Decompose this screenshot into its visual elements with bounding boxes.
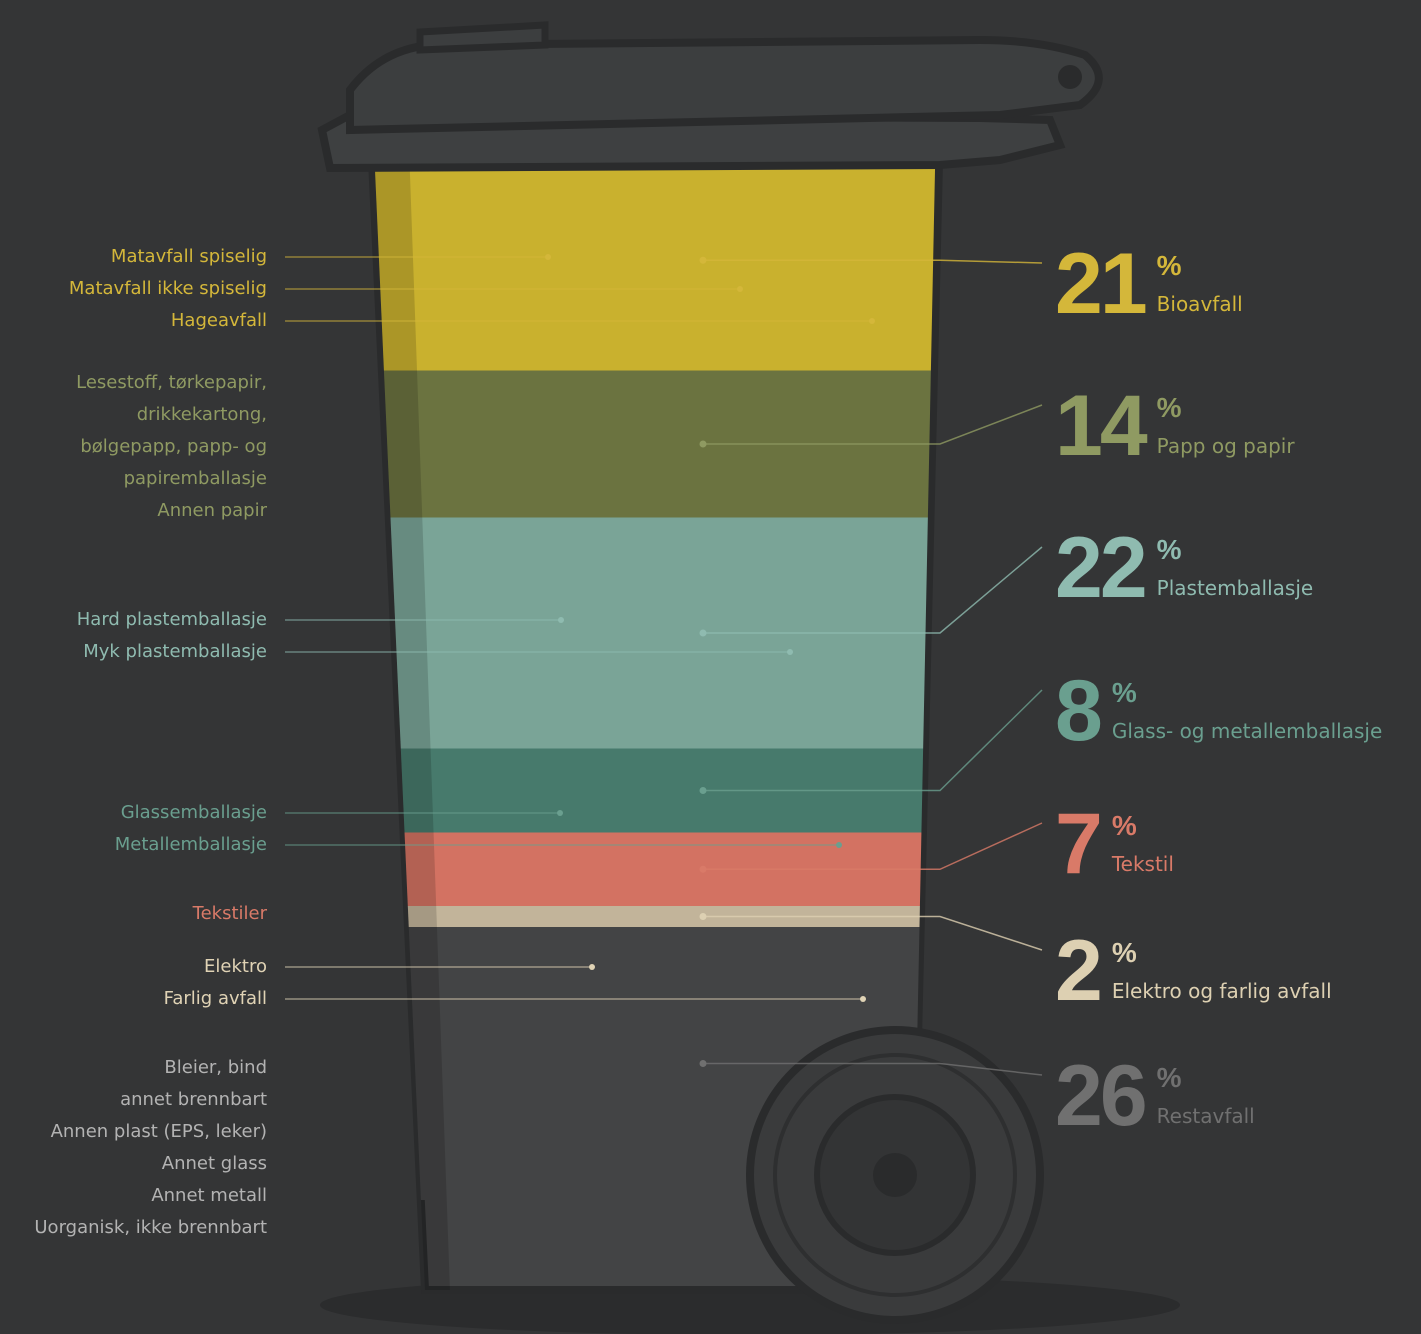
lid-top — [346, 35, 1103, 135]
item-dot — [836, 842, 842, 848]
item-label: Farlig avfall — [164, 988, 267, 1009]
category-label: Elektro og farlig avfall — [1112, 979, 1332, 1003]
callout-dot — [699, 256, 707, 264]
callout-dot — [699, 787, 707, 794]
percent-value: 26 — [1055, 1048, 1145, 1144]
item-label: Annet glass — [162, 1153, 267, 1174]
percent-unit: % — [1112, 937, 1137, 968]
callout-line — [703, 822, 1043, 870]
waste-layer — [404, 832, 922, 906]
percent-value: 2 — [1055, 923, 1100, 1019]
callout-line — [703, 689, 1043, 792]
labels: 21 % Bioavfall Matavfall spiselig Matavfall … — [34, 236, 1382, 1238]
waste-layer — [407, 906, 920, 927]
callout-dot — [699, 913, 707, 920]
shade — [374, 150, 450, 1290]
waste-layer — [383, 370, 931, 518]
callout-line — [703, 259, 1043, 264]
lid-handle — [416, 21, 549, 54]
callout-line — [703, 1062, 1043, 1076]
lid-hole — [1058, 65, 1082, 89]
item-dot — [869, 318, 875, 324]
callout-line — [703, 915, 1043, 951]
item-label: Uorganisk, ikke brennbart — [34, 1217, 267, 1238]
callout-dot — [699, 629, 707, 637]
lid — [317, 21, 1103, 173]
item-label: Matavfall spiselig — [111, 246, 267, 267]
item-label: drikkekartong, — [137, 404, 267, 425]
percent-unit: % — [1157, 534, 1182, 565]
category-label: Restavfall — [1157, 1104, 1255, 1128]
item-label: annet brennbart — [120, 1089, 267, 1110]
waste-layer — [374, 150, 936, 371]
waste-layer — [390, 517, 928, 749]
item-dot — [557, 810, 563, 816]
item-dot — [737, 286, 743, 292]
item-dot — [589, 964, 595, 970]
percent-value: 22 — [1055, 520, 1145, 616]
item-dot — [787, 649, 793, 655]
item-dot — [558, 617, 564, 623]
percent-unit: % — [1157, 1062, 1182, 1093]
percent-unit: % — [1157, 392, 1182, 423]
percent-value: 21 — [1055, 236, 1146, 332]
callout-dot — [699, 1060, 707, 1067]
item-dot — [545, 254, 551, 260]
item-label: Annen papir — [157, 500, 267, 521]
item-label: bølgepapp, papp- og — [80, 436, 267, 457]
wheel-rim — [773, 1053, 1017, 1297]
item-label: Glassemballasje — [121, 802, 267, 823]
item-dot — [860, 996, 866, 1002]
percent-unit: % — [1157, 250, 1182, 281]
category-label: Tekstil — [1111, 852, 1174, 876]
item-label: Metallemballasje — [115, 834, 267, 855]
item-label: Hageavfall — [171, 310, 267, 331]
item-label: Tekstiler — [192, 903, 268, 924]
wheel — [746, 1026, 1044, 1324]
item-label: Annet metall — [151, 1185, 267, 1206]
callout-line — [703, 546, 1043, 634]
category-label: Papp og papir — [1157, 434, 1296, 458]
callout-dot — [699, 865, 707, 873]
item-label: papiremballasje — [124, 468, 267, 489]
category-label: Glass- og metallemballasje — [1112, 719, 1382, 743]
percent-unit: % — [1112, 810, 1137, 841]
item-label: Matavfall ikke spiselig — [69, 278, 267, 299]
item-label: Hard plastemballasje — [77, 609, 267, 630]
item-label: Myk plastemballasje — [83, 641, 267, 662]
wheel-axle — [873, 1153, 917, 1197]
percent-value: 14 — [1055, 378, 1148, 474]
layers — [374, 150, 936, 1290]
percent-value: 8 — [1055, 663, 1101, 759]
percent-unit: % — [1112, 677, 1137, 708]
percent-value: 7 — [1055, 796, 1100, 892]
waste-layer — [400, 748, 924, 833]
item-label: Bleier, bind — [164, 1057, 267, 1078]
category-label: Bioavfall — [1157, 292, 1243, 316]
item-label: Elektro — [204, 956, 267, 977]
callout-line — [703, 404, 1043, 445]
item-label: Lesestoff, tørkepapir, — [76, 372, 267, 393]
category-label: Plastemballasje — [1157, 576, 1314, 600]
callout-dot — [699, 440, 707, 448]
item-label: Annen plast (EPS, leker) — [51, 1121, 267, 1142]
